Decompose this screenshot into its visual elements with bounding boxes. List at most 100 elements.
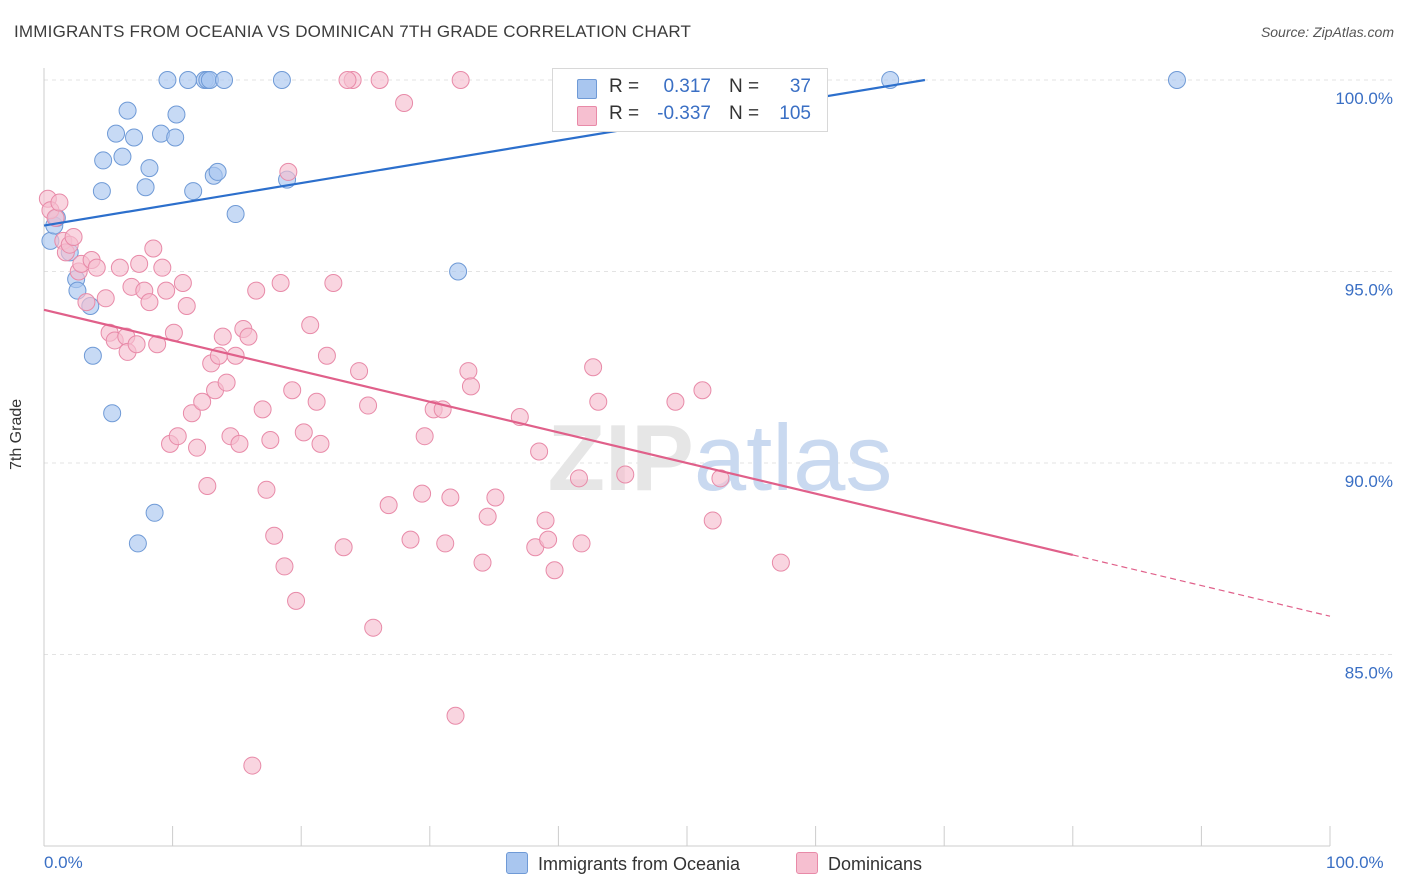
point-dominicans xyxy=(536,511,555,530)
point-oceania xyxy=(128,534,147,553)
point-oceania xyxy=(208,162,227,181)
point-oceania xyxy=(167,105,186,124)
point-dominicans xyxy=(338,71,357,89)
legend-label-dominicans: Dominicans xyxy=(828,854,923,874)
trend-line-dominicans xyxy=(43,308,1074,556)
legend-r-value: -0.337 xyxy=(657,103,711,124)
point-dominicans xyxy=(359,396,378,415)
point-oceania xyxy=(166,128,185,147)
point-dominicans xyxy=(473,553,492,572)
point-dominicans xyxy=(193,392,212,411)
point-dominicans xyxy=(217,373,236,392)
point-dominicans xyxy=(364,618,383,637)
legend-n-value: 105 xyxy=(779,103,811,124)
point-oceania xyxy=(449,262,468,281)
point-dominicans xyxy=(771,553,790,572)
bottom-legend-oceania: Immigrants from Oceania xyxy=(506,852,740,875)
point-dominicans xyxy=(213,327,232,346)
point-dominicans xyxy=(461,377,480,396)
point-oceania xyxy=(145,503,164,522)
correlation-legend: R = 0.317 N = 37 R = -0.337 N = 105 xyxy=(552,68,828,132)
point-dominicans xyxy=(294,423,313,442)
y-tick-label: 95.0% xyxy=(1345,281,1393,300)
point-dominicans xyxy=(230,434,249,453)
chart-source: Source: ZipAtlas.com xyxy=(1260,24,1394,40)
point-dominicans xyxy=(693,381,712,400)
point-oceania xyxy=(226,205,245,224)
point-oceania xyxy=(184,182,203,201)
point-dominicans xyxy=(530,442,549,461)
point-dominicans xyxy=(572,534,591,553)
point-dominicans xyxy=(50,193,69,212)
point-oceania xyxy=(107,124,126,143)
legend-swatch-oceania xyxy=(506,852,528,874)
grid-lines xyxy=(44,79,1395,655)
point-dominicans xyxy=(243,756,262,775)
legend-r-value: 0.317 xyxy=(663,76,711,97)
point-dominicans xyxy=(666,392,685,411)
point-dominicans xyxy=(545,561,564,580)
point-dominicans xyxy=(395,93,414,112)
y-tick-label: 100.0% xyxy=(1335,89,1393,108)
point-oceania xyxy=(103,404,122,423)
point-dominicans xyxy=(283,381,302,400)
legend-label-oceania: Immigrants from Oceania xyxy=(538,854,741,874)
point-dominicans xyxy=(307,392,326,411)
point-dominicans xyxy=(188,438,207,457)
point-oceania xyxy=(158,71,177,89)
point-dominicans xyxy=(711,469,730,488)
legend-swatch-oceania xyxy=(577,79,597,99)
point-dominicans xyxy=(182,404,201,423)
point-oceania xyxy=(136,178,155,197)
point-dominicans xyxy=(64,228,83,247)
point-dominicans xyxy=(401,530,420,549)
point-dominicans xyxy=(616,465,635,484)
point-dominicans xyxy=(173,273,192,292)
y-tick-label: 90.0% xyxy=(1345,472,1393,491)
point-oceania xyxy=(179,71,198,89)
point-dominicans xyxy=(265,526,284,545)
legend-row-oceania: R = 0.317 N = 37 xyxy=(553,76,827,102)
point-oceania xyxy=(113,147,132,166)
point-dominicans xyxy=(317,346,336,365)
point-dominicans xyxy=(257,480,276,499)
point-dominicans xyxy=(459,362,478,381)
point-oceania xyxy=(1167,71,1186,89)
point-dominicans xyxy=(334,538,353,557)
point-oceania xyxy=(140,159,159,178)
data-points xyxy=(38,71,1186,775)
point-oceania xyxy=(272,71,291,89)
point-dominicans xyxy=(379,496,398,515)
y-axis-label: 7th Grade xyxy=(8,398,25,470)
y-tick-label: 85.0% xyxy=(1345,664,1393,683)
trend-line-dominicans-extension xyxy=(1072,554,1331,617)
point-dominicans xyxy=(324,273,343,292)
point-oceania xyxy=(125,128,144,147)
point-dominicans xyxy=(441,488,460,507)
point-oceania xyxy=(118,101,137,120)
point-dominicans xyxy=(140,293,159,312)
point-dominicans xyxy=(77,293,96,312)
point-dominicans xyxy=(451,71,470,89)
point-dominicans xyxy=(253,400,272,419)
point-dominicans xyxy=(127,335,146,354)
point-dominicans xyxy=(584,358,603,377)
point-dominicans xyxy=(413,484,432,503)
point-dominicans xyxy=(436,534,455,553)
point-dominicans xyxy=(350,362,369,381)
chart-title: IMMIGRANTS FROM OCEANIA VS DOMINICAN 7TH… xyxy=(14,22,692,41)
point-dominicans xyxy=(239,327,258,346)
point-oceania xyxy=(92,182,111,201)
point-dominicans xyxy=(275,557,294,576)
point-dominicans xyxy=(703,511,722,530)
point-oceania xyxy=(215,71,234,89)
y-tick-labels: 100.0% 95.0% 90.0% 85.0% xyxy=(1335,89,1393,683)
point-dominicans xyxy=(486,488,505,507)
point-dominicans xyxy=(539,530,558,549)
x-tick-label-max: 100.0% xyxy=(1326,853,1384,872)
point-dominicans xyxy=(287,591,306,610)
point-dominicans xyxy=(370,71,389,89)
point-dominicans xyxy=(96,289,115,308)
legend-row-dominicans: R = -0.337 N = 105 xyxy=(553,103,827,129)
point-dominicans xyxy=(110,258,129,277)
